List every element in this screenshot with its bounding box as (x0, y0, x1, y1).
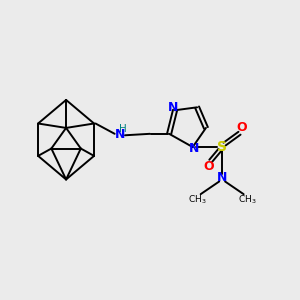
Text: O: O (204, 160, 214, 173)
Text: N: N (189, 142, 200, 155)
Text: CH$_3$: CH$_3$ (188, 194, 206, 206)
Text: CH$_3$: CH$_3$ (238, 194, 256, 206)
Text: N: N (168, 101, 179, 114)
Text: H: H (119, 124, 127, 134)
Text: N: N (116, 128, 126, 141)
Text: O: O (236, 122, 247, 134)
Text: N: N (217, 172, 227, 184)
Text: S: S (217, 140, 227, 154)
